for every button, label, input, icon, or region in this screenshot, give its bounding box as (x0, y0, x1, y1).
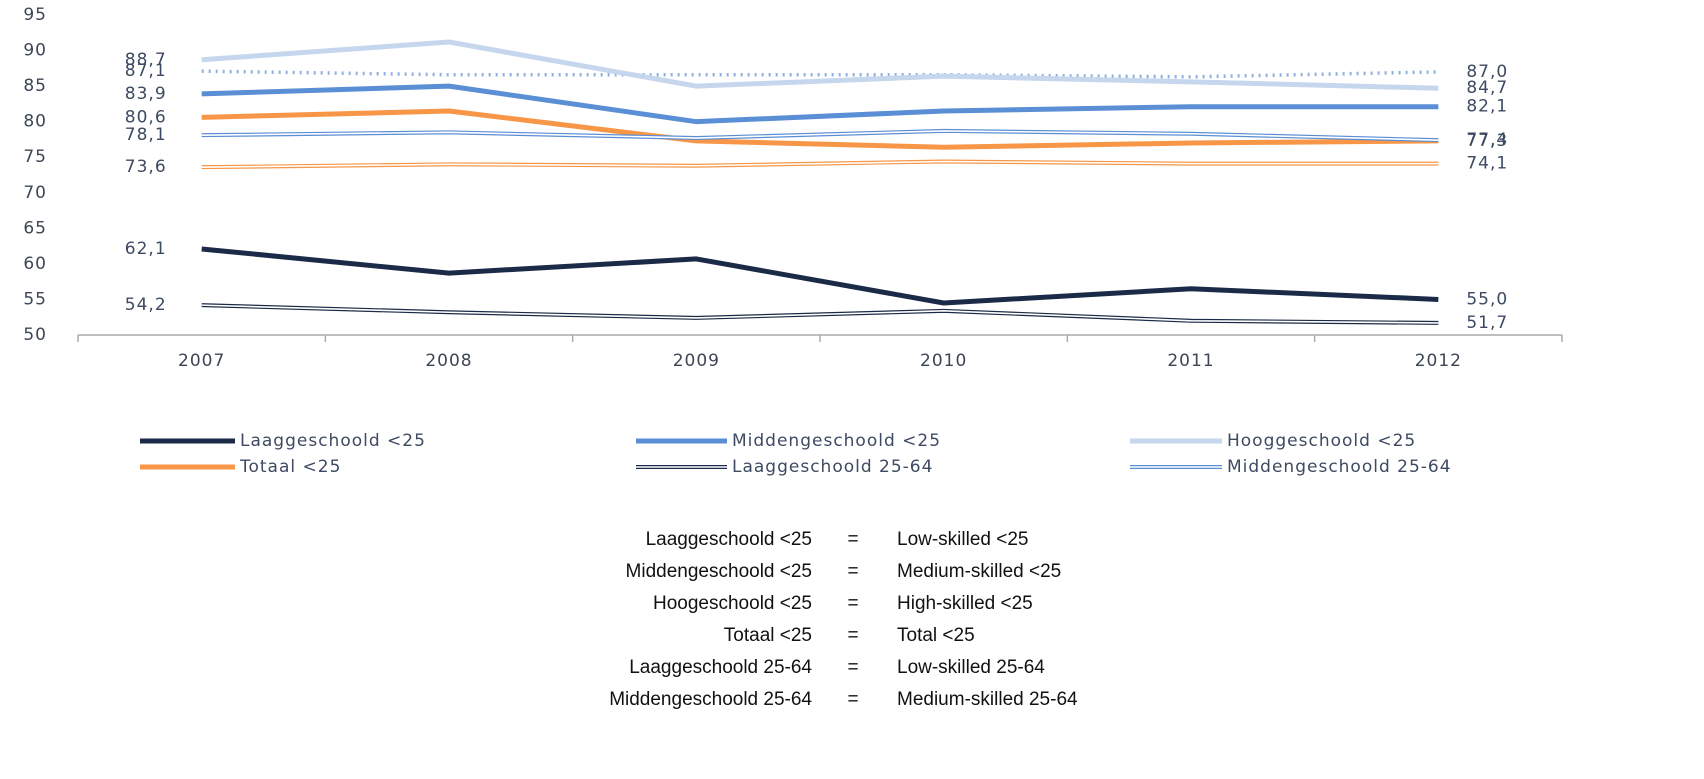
y-tick-label: 60 (23, 254, 47, 274)
data-label: 88,7 (125, 50, 167, 70)
legend-label: Middengeschoold <25 (732, 431, 941, 451)
data-label: 55,0 (1466, 289, 1508, 309)
series-line (201, 39, 1439, 91)
x-tick-label: 2007 (178, 351, 225, 371)
series-line-inner (201, 160, 1439, 168)
glossary-term: Hoogeschoold <25 (653, 593, 812, 614)
glossary-equals: = (847, 561, 858, 582)
glossary-equals: = (847, 625, 858, 646)
y-tick-label: 65 (23, 218, 47, 238)
data-label: 78,1 (125, 125, 167, 145)
x-tick-label: 2012 (1415, 351, 1462, 371)
glossary-term: Totaal <25 (724, 625, 812, 646)
series-line-inner (201, 304, 1439, 324)
x-tick-label: 2008 (425, 351, 472, 371)
data-label: 77,4 (1466, 130, 1508, 150)
series-line (201, 69, 1439, 79)
legend-label: Hooggeschoold <25 (1227, 431, 1416, 451)
legend-label: Totaal <25 (239, 457, 341, 477)
x-tick-label: 2009 (673, 351, 720, 371)
glossary-equals: = (847, 529, 858, 550)
data-label: 51,7 (1466, 313, 1508, 333)
data-label: 87,0 (1466, 62, 1508, 82)
glossary-term: Middengeschoold <25 (626, 561, 812, 582)
data-label: 87,1 (125, 61, 167, 81)
y-tick-label: 75 (23, 147, 47, 167)
x-tick-label: 2010 (920, 351, 967, 371)
legend-label: Laaggeschoold 25-64 (732, 457, 933, 477)
y-tick-label: 80 (23, 112, 47, 132)
data-label: 80,6 (125, 107, 167, 127)
data-label: 73,6 (125, 157, 167, 177)
glossary-translation: Low-skilled <25 (897, 529, 1029, 550)
data-label: 74,1 (1466, 154, 1508, 174)
series-line-inner (201, 130, 1439, 141)
data-label: 82,1 (1466, 97, 1508, 117)
glossary-term: Laaggeschoold 25-64 (629, 657, 812, 678)
data-label: 54,2 (125, 295, 167, 315)
glossary-equals: = (847, 657, 858, 678)
y-tick-label: 70 (23, 183, 47, 203)
glossary-term: Laaggeschoold <25 (646, 529, 812, 550)
glossary-equals: = (847, 689, 858, 710)
series-line (201, 108, 1439, 150)
data-label: 77,3 (1466, 131, 1508, 151)
glossary-equals: = (847, 593, 858, 614)
data-label: 83,9 (125, 84, 167, 104)
y-tick-label: 50 (23, 325, 47, 345)
y-tick-label: 55 (23, 289, 47, 309)
series-line (201, 83, 1439, 125)
data-label: 62,1 (125, 239, 167, 259)
glossary-term: Middengeschoold 25-64 (609, 689, 812, 710)
series-line (201, 246, 1439, 306)
y-tick-label: 85 (23, 76, 47, 96)
data-label: 84,7 (1466, 78, 1508, 98)
x-tick-label: 2011 (1167, 351, 1214, 371)
glossary-translation: Low-skilled 25-64 (897, 657, 1045, 678)
glossary-translation: Total <25 (897, 625, 975, 646)
glossary-translation: Medium-skilled <25 (897, 561, 1061, 582)
legend-label: Laaggeschoold <25 (240, 431, 426, 451)
legend-label: Middengeschoold 25-64 (1227, 457, 1452, 477)
y-tick-label: 90 (23, 41, 47, 61)
glossary-translation: High-skilled <25 (897, 593, 1033, 614)
glossary-translation: Medium-skilled 25-64 (897, 689, 1078, 710)
y-tick-label: 95 (23, 5, 47, 25)
